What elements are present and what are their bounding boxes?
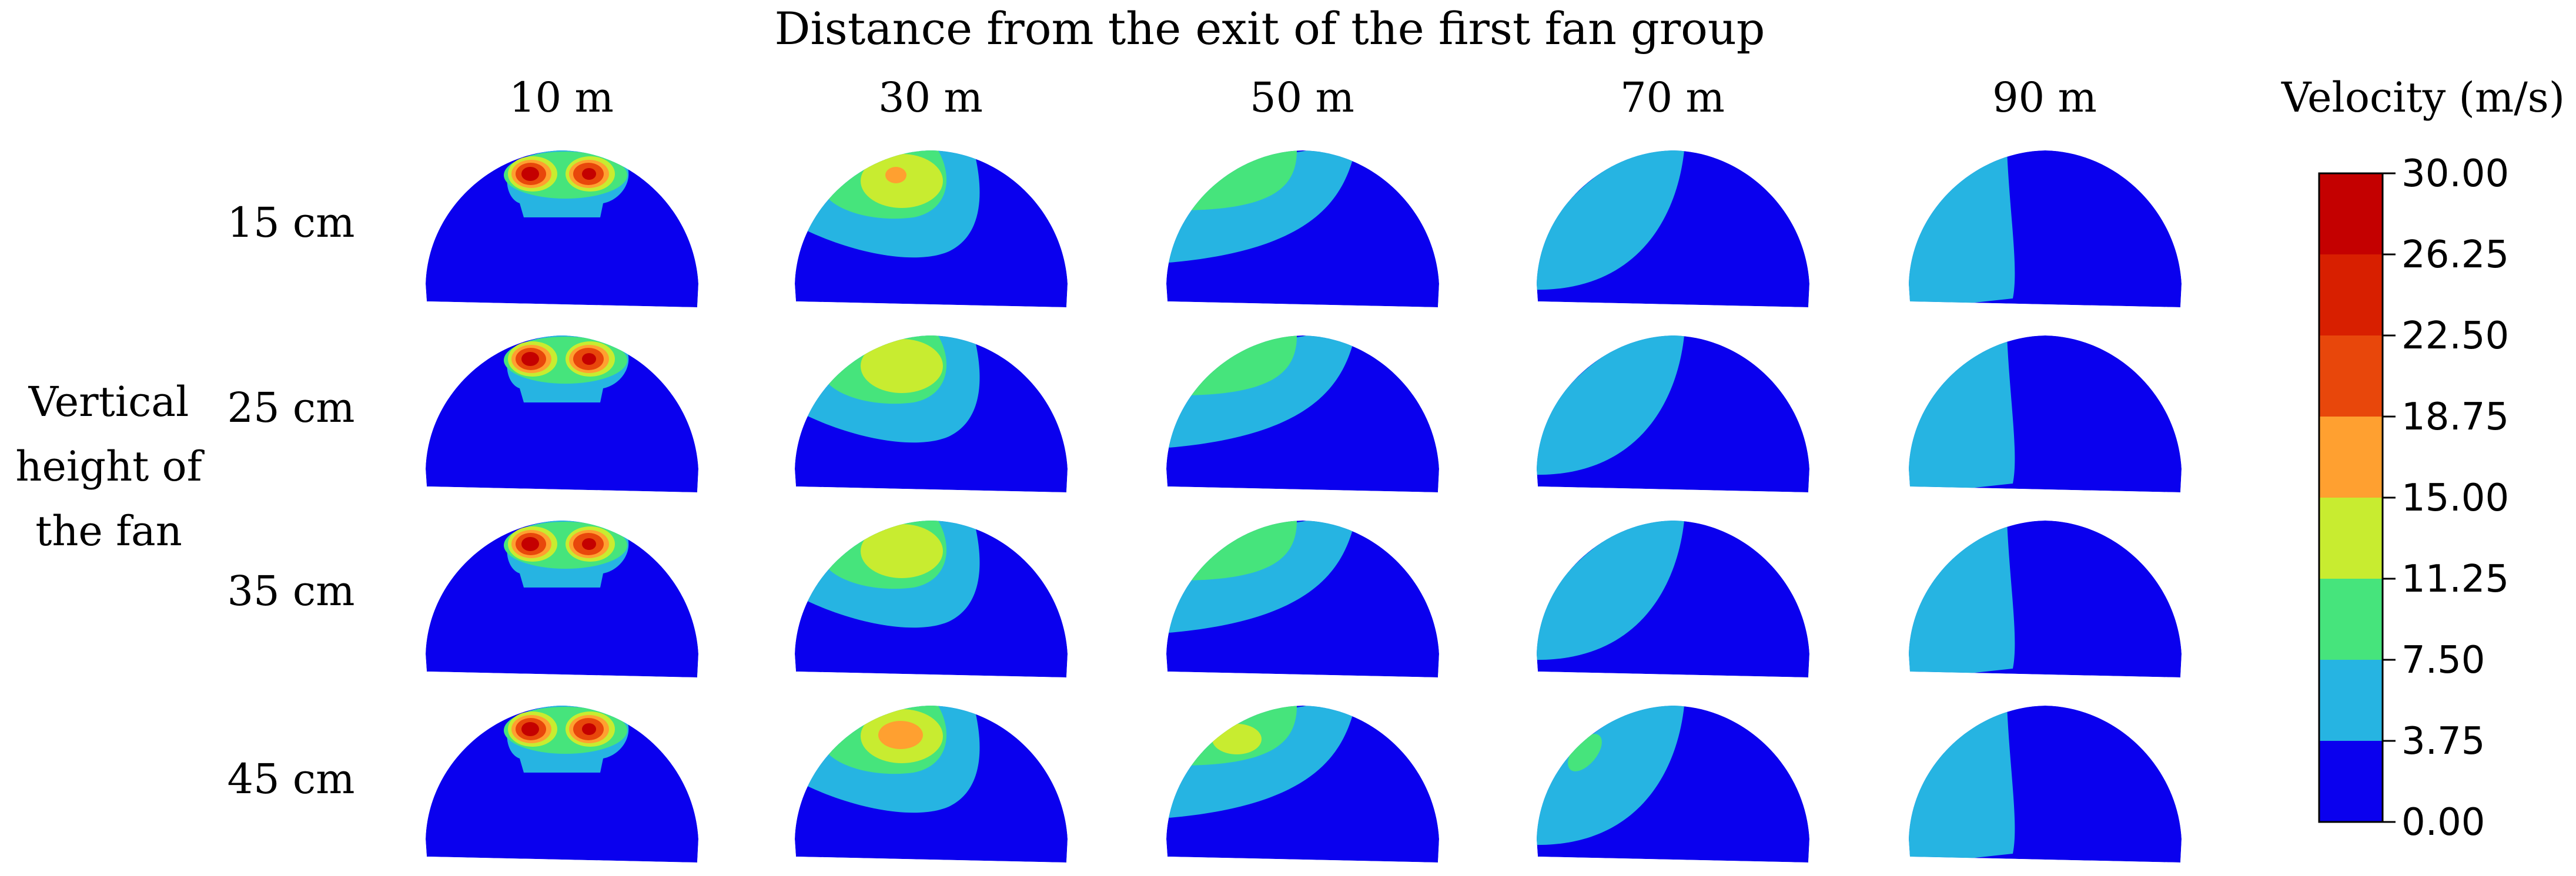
row-label-45cm: 45 cm	[228, 755, 355, 803]
colorbar-ticks: 30.00 26.25 22.50 18.75 15.00 11.25 7.50 3.75 0.…	[2383, 152, 2509, 844]
contour-panel-30m-25cm	[795, 335, 1068, 492]
colorbar-tick-label: 7.50	[2401, 639, 2485, 682]
contour-panel-70m-45cm	[1537, 706, 1809, 862]
contour-panel-90m-15cm	[1909, 150, 2182, 307]
column-header-30m: 30 m	[878, 73, 983, 122]
column-header-10m: 10 m	[509, 73, 614, 122]
colorbar-tick-label: 3.75	[2401, 720, 2485, 763]
contour-panels	[426, 150, 2182, 862]
contour-panel-30m-15cm	[795, 150, 1068, 307]
colorbar-band	[2319, 660, 2383, 741]
column-header-70m: 70 m	[1620, 73, 1725, 122]
contour-panel-10m-45cm	[426, 706, 698, 862]
column-header-90m: 90 m	[1992, 73, 2097, 122]
contour-panel-50m-35cm	[1166, 521, 1439, 677]
colorbar-bands	[2319, 173, 2383, 823]
contour-panel-90m-45cm	[1909, 706, 2182, 862]
row-label-25cm: 25 cm	[228, 384, 355, 432]
row-axis-title-line-3: the fan	[35, 507, 182, 555]
contour-panel-10m-15cm	[426, 150, 698, 307]
contour-panel-10m-25cm	[426, 335, 698, 492]
column-header-50m: 50 m	[1250, 73, 1354, 122]
colorbar-tick-label: 11.25	[2401, 558, 2509, 601]
row-axis-title-line-1: Vertical	[28, 378, 189, 426]
column-axis-title: Distance from the exit of the first fan …	[775, 2, 1765, 55]
contour-panel-30m-45cm	[795, 706, 1068, 862]
contour-panel-50m-15cm	[1166, 150, 1439, 307]
contour-panel-90m-25cm	[1909, 335, 2182, 492]
colorbar-band	[2319, 417, 2383, 498]
colorbar-band	[2319, 335, 2383, 417]
colorbar-title: Velocity (m/s)	[2281, 73, 2565, 122]
colorbar-tick-label: 22.50	[2401, 314, 2509, 358]
row-axis-title: Vertical height of the fan	[15, 378, 205, 555]
row-labels: 15 cm 25 cm 35 cm 45 cm	[228, 199, 355, 803]
contour-panel-50m-25cm	[1166, 335, 1439, 492]
contour-panel-10m-35cm	[426, 521, 698, 677]
contour-panel-70m-15cm	[1537, 150, 1809, 307]
colorbar-tick-label: 30.00	[2401, 152, 2509, 196]
colorbar-tick-label: 26.25	[2401, 233, 2509, 277]
contour-panel-30m-35cm	[795, 521, 1068, 677]
contour-panel-70m-25cm	[1537, 335, 1809, 492]
row-axis-title-line-2: height of	[15, 442, 205, 491]
colorbar-band	[2319, 498, 2383, 579]
column-headers: 10 m 30 m 50 m 70 m 90 m	[509, 73, 2097, 122]
colorbar-band	[2319, 254, 2383, 336]
colorbar-tick-label: 15.00	[2401, 476, 2509, 520]
contour-panel-70m-35cm	[1537, 521, 1809, 677]
colorbar: Velocity (m/s) 30.00 26.25 22.50 18.75 15.00…	[2281, 73, 2565, 844]
contour-panel-50m-45cm	[1166, 706, 1439, 862]
contour-panel-90m-35cm	[1909, 521, 2182, 677]
row-label-15cm: 15 cm	[228, 199, 355, 247]
colorbar-band	[2319, 741, 2383, 823]
row-label-35cm: 35 cm	[228, 567, 355, 615]
colorbar-band	[2319, 173, 2383, 255]
colorbar-tick-label: 18.75	[2401, 395, 2509, 439]
colorbar-band	[2319, 579, 2383, 660]
colorbar-tick-label: 0.00	[2401, 801, 2485, 844]
